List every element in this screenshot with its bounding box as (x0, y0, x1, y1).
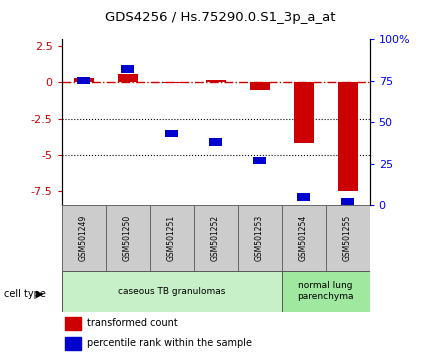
Text: ▶: ▶ (36, 289, 44, 299)
Text: GSM501251: GSM501251 (167, 215, 176, 261)
FancyBboxPatch shape (150, 205, 194, 271)
FancyBboxPatch shape (62, 205, 106, 271)
FancyBboxPatch shape (106, 205, 150, 271)
Text: GSM501252: GSM501252 (211, 215, 220, 261)
Text: GSM501249: GSM501249 (79, 215, 88, 261)
FancyBboxPatch shape (282, 205, 326, 271)
Text: normal lung
parenchyma: normal lung parenchyma (297, 281, 354, 301)
Bar (338, 82, 358, 191)
Bar (297, 193, 310, 201)
Bar (65, 337, 81, 350)
Text: GSM501254: GSM501254 (299, 215, 308, 261)
Bar (162, 82, 182, 83)
Text: GSM501255: GSM501255 (343, 215, 352, 261)
Text: transformed count: transformed count (87, 318, 178, 328)
Text: GDS4256 / Hs.75290.0.S1_3p_a_at: GDS4256 / Hs.75290.0.S1_3p_a_at (105, 11, 335, 24)
FancyBboxPatch shape (326, 205, 370, 271)
Bar (206, 80, 226, 82)
Bar (341, 198, 354, 206)
Text: cell type: cell type (4, 289, 46, 299)
Bar (121, 65, 134, 73)
FancyBboxPatch shape (238, 205, 282, 271)
Text: percentile rank within the sample: percentile rank within the sample (87, 338, 252, 348)
Bar (253, 157, 266, 164)
Bar (294, 82, 314, 143)
FancyBboxPatch shape (194, 205, 238, 271)
Bar (77, 77, 90, 84)
Text: GSM501250: GSM501250 (123, 215, 132, 261)
Bar (118, 74, 138, 82)
FancyBboxPatch shape (62, 271, 282, 312)
Bar (165, 130, 178, 137)
Bar (74, 78, 94, 82)
Bar (65, 316, 81, 330)
Text: caseous TB granulomas: caseous TB granulomas (118, 287, 225, 296)
FancyBboxPatch shape (282, 271, 370, 312)
Bar (250, 82, 269, 90)
Bar (209, 138, 222, 146)
Text: GSM501253: GSM501253 (255, 215, 264, 261)
